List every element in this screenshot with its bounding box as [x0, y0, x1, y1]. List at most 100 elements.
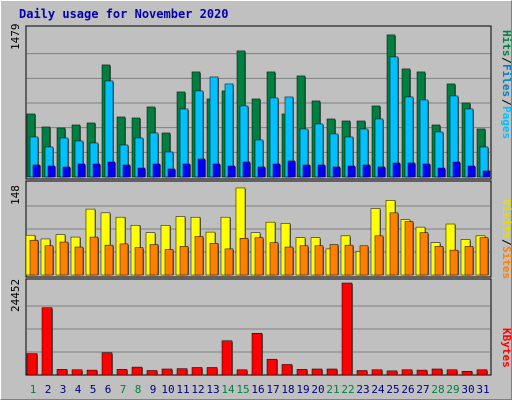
sites-bar — [164, 249, 174, 276]
kbytes-bar — [221, 340, 233, 376]
sites-bar — [149, 244, 159, 276]
legend-kbytes: KBytes — [500, 328, 512, 368]
kbytes-bar — [176, 368, 188, 376]
sites-bar — [479, 237, 489, 276]
x-tick-label: 9 — [150, 383, 157, 396]
x-tick-label: 17 — [266, 383, 279, 396]
sites-bar — [74, 246, 84, 276]
kbytes-ymax-label: 24452 — [9, 279, 22, 312]
pages-bar — [317, 164, 326, 178]
pages-bar — [122, 164, 131, 178]
x-tick-label: 1 — [30, 383, 37, 396]
sites-bar — [284, 246, 294, 276]
x-tick-label: 3 — [60, 383, 67, 396]
x-tick-label: 30 — [461, 383, 474, 396]
sites-bar — [374, 235, 384, 276]
sites-bar — [209, 243, 219, 276]
pages-bar — [332, 166, 341, 178]
x-tick-label: 10 — [161, 383, 174, 396]
kbytes-bar — [86, 369, 98, 376]
hits-ymax-label: 1479 — [9, 24, 22, 51]
legend-slash-3: / — [500, 239, 512, 246]
x-tick-label: 12 — [191, 383, 204, 396]
kbytes-bar — [101, 352, 113, 376]
pages-bar — [302, 164, 311, 178]
sites-bar — [179, 246, 189, 276]
kbytes-bar — [281, 364, 293, 376]
x-tick-label: 14 — [221, 383, 235, 396]
sites-bar — [134, 247, 144, 276]
sites-bar — [344, 244, 354, 276]
pages-bar — [167, 168, 176, 178]
sites-bar — [299, 245, 309, 276]
x-tick-label: 8 — [135, 383, 142, 396]
kbytes-bar — [386, 370, 398, 376]
files-bar — [389, 56, 399, 178]
legend-slash-1: / — [500, 57, 512, 64]
pages-bar — [362, 164, 371, 178]
x-tick-label: 2 — [45, 383, 52, 396]
pages-bar — [107, 161, 116, 178]
sites-bar — [29, 239, 39, 276]
sites-bar — [254, 237, 264, 276]
kbytes-bar — [131, 366, 143, 376]
sites-bar — [359, 245, 369, 276]
kbytes-bar — [476, 369, 488, 376]
x-tick-label: 21 — [326, 383, 339, 396]
pages-bar — [482, 170, 491, 178]
x-tick-label: 18 — [281, 383, 294, 396]
pages-bar — [77, 163, 86, 178]
x-tick-label: 31 — [476, 383, 489, 396]
kbytes-bar — [341, 282, 353, 376]
x-tick-label: 6 — [105, 383, 112, 396]
x-tick-label: 4 — [75, 383, 82, 396]
kbytes-bar — [251, 332, 263, 376]
kbytes-bar — [116, 369, 128, 376]
legend-sites: Sites — [500, 246, 512, 279]
sites-bar — [194, 236, 204, 276]
sites-bar — [329, 244, 339, 276]
sites-ymax-label: 148 — [9, 185, 22, 205]
pages-bar — [467, 165, 476, 178]
kbytes-bar — [296, 369, 308, 376]
sites-bar — [104, 244, 114, 276]
pages-bar — [452, 161, 461, 178]
x-tick-label: 20 — [311, 383, 324, 396]
sites-bar — [239, 238, 249, 276]
pages-bar — [197, 158, 206, 178]
legend-files: Files — [500, 64, 512, 97]
pages-bar — [62, 166, 71, 178]
sites-bar — [44, 245, 54, 276]
chart-title: Daily usage for November 2020 — [19, 7, 229, 21]
kbytes-bar — [416, 369, 428, 376]
x-tick-label: 11 — [176, 383, 189, 396]
sites-bar — [89, 236, 99, 276]
kbytes-bar — [191, 367, 203, 376]
kbytes-bar — [236, 369, 248, 376]
pages-bar — [437, 167, 446, 178]
kbytes-bar — [56, 369, 68, 376]
sites-bar — [434, 246, 444, 276]
sites-bar — [404, 221, 414, 276]
kbytes-bar — [401, 369, 413, 376]
x-tick-label: 13 — [206, 383, 219, 396]
pages-bar — [32, 164, 41, 178]
x-tick-label: 15 — [236, 383, 249, 396]
pages-bar — [47, 165, 56, 178]
kbytes-bar — [446, 369, 458, 376]
kbytes-bar — [71, 369, 83, 376]
pages-bar — [257, 166, 266, 178]
x-tick-label: 19 — [296, 383, 309, 396]
legend-pages: Pages — [500, 106, 512, 139]
kbytes-bar — [461, 370, 473, 376]
pages-bar — [137, 167, 146, 178]
sites-bar — [269, 242, 279, 276]
x-tick-label: 5 — [90, 383, 97, 396]
pages-bar — [347, 165, 356, 178]
pages-bar — [422, 163, 431, 178]
sites-bar — [119, 243, 129, 276]
kbytes-bar — [41, 307, 53, 376]
pages-bar — [287, 160, 296, 178]
pages-bar — [377, 166, 386, 178]
